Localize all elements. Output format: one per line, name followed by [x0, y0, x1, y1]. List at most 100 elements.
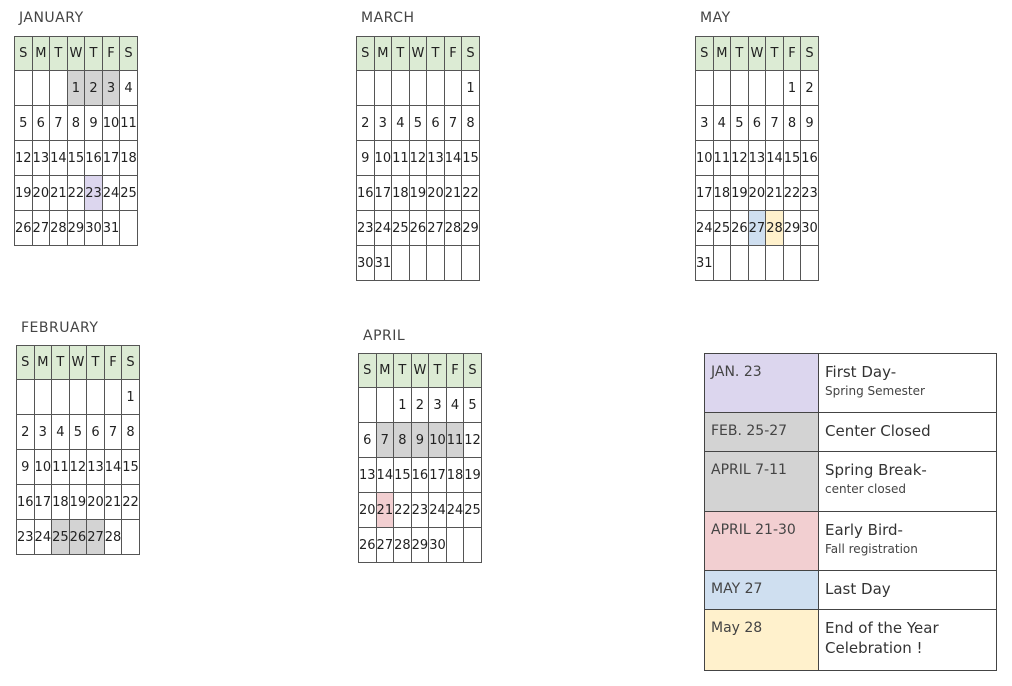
- week-row: 9 10 11 12 13 14 15: [16, 449, 140, 485]
- day-cell: 10: [373, 140, 393, 176]
- day-cell: 24: [445, 492, 465, 528]
- day-cell: 22: [393, 492, 412, 528]
- month-title: FEBRUARY: [21, 320, 99, 336]
- weekday-header: T: [391, 36, 410, 71]
- day-cell: 25: [391, 210, 410, 246]
- day-cell: 14: [375, 457, 395, 493]
- day-cell: 11: [119, 105, 138, 141]
- day-cell: 9: [16, 449, 35, 485]
- day-cell: 21: [765, 175, 784, 211]
- day-cell: 14: [49, 140, 68, 176]
- legend-label: Spring Break-: [825, 461, 927, 479]
- empty-day-cell: [426, 245, 445, 281]
- weekday-header: S: [358, 353, 377, 388]
- day-cell: 5: [68, 414, 88, 450]
- day-cell: 25: [463, 492, 482, 528]
- weekday-header: T: [51, 345, 70, 380]
- day-cell: 14: [443, 140, 463, 176]
- day-cell: 3: [428, 387, 447, 423]
- day-cell: 15: [393, 457, 412, 493]
- empty-day-cell: [31, 70, 51, 106]
- day-cell: 23: [356, 210, 375, 246]
- day-cell: 2: [410, 387, 430, 423]
- day-cell: 18: [119, 140, 138, 176]
- day-cell: 7: [103, 414, 123, 450]
- day-cell: 3: [33, 414, 53, 450]
- day-cell: 20: [86, 484, 105, 520]
- day-cell: 21: [103, 484, 123, 520]
- day-cell: 12: [68, 449, 88, 485]
- weekday-header: S: [356, 36, 375, 71]
- weekday-header: F: [782, 36, 802, 71]
- month-title: MARCH: [361, 10, 415, 26]
- empty-day-cell: [747, 70, 767, 106]
- day-cell: 25: [119, 175, 138, 211]
- legend-sublabel: center closed: [825, 482, 906, 496]
- day-cell: 26: [730, 210, 749, 246]
- empty-day-cell: [16, 379, 35, 415]
- day-cell: 24: [101, 175, 121, 211]
- weekday-header: F: [443, 36, 463, 71]
- weekday-header: S: [695, 36, 714, 71]
- day-cell: 26: [358, 527, 377, 563]
- month-title: MAY: [700, 10, 731, 26]
- legend-label: First Day-: [825, 363, 897, 381]
- day-cell: 4: [391, 105, 410, 141]
- empty-day-cell: [86, 379, 105, 415]
- empty-day-cell: [121, 519, 140, 555]
- empty-day-cell: [373, 70, 393, 106]
- empty-day-cell: [49, 70, 68, 106]
- week-row: 10 11 12 13 14 15 16: [695, 140, 819, 176]
- day-cell: 23: [410, 492, 430, 528]
- day-cell: 18: [445, 457, 465, 493]
- week-row: 19 20 21 22 23 24 25: [14, 175, 138, 211]
- empty-day-cell: [445, 527, 465, 563]
- weekday-header: S: [121, 345, 140, 380]
- day-cell: 12: [730, 140, 749, 176]
- week-row: 24 25 26 27 28 29 30: [695, 210, 819, 246]
- day-cell: 5: [463, 387, 482, 423]
- weekday-header: S: [16, 345, 35, 380]
- day-cell: 14: [103, 449, 123, 485]
- day-cell: 19: [14, 175, 33, 211]
- weekday-header: W: [410, 353, 430, 388]
- legend-sublabel: Fall registration: [825, 542, 918, 556]
- day-cell: 12: [463, 422, 482, 458]
- legend-row: JAN. 23 First Day- Spring Semester: [704, 353, 997, 413]
- day-cell: 6: [31, 105, 51, 141]
- day-cell: 13: [747, 140, 767, 176]
- day-cell: 4: [712, 105, 732, 141]
- day-cell: 10: [101, 105, 121, 141]
- day-cell: 21: [49, 175, 68, 211]
- day-cell: 16: [800, 140, 819, 176]
- day-cell: 31: [101, 210, 121, 246]
- weekday-header: T: [49, 36, 68, 71]
- week-row: 5 6 7 8 9 10 11: [14, 105, 138, 141]
- day-cell: 19: [68, 484, 88, 520]
- day-cell: 17: [101, 140, 121, 176]
- day-cell: 27: [375, 527, 395, 563]
- day-cell: 8: [782, 105, 802, 141]
- day-cell: 17: [373, 175, 393, 211]
- empty-day-cell: [443, 70, 463, 106]
- day-cell: 16: [410, 457, 430, 493]
- day-cell: 20: [747, 175, 767, 211]
- day-cell: 12: [408, 140, 428, 176]
- legend-key: APRIL 7-11: [704, 451, 819, 512]
- calendar-grid: S M T W T F S 1 2 3 4 5 6 7 8 9 10 11 12 13 14 15 16 17 18 19 20 21…: [695, 36, 819, 281]
- week-row: 17 18 19 20 21 22 23: [695, 175, 819, 211]
- empty-day-cell: [408, 245, 428, 281]
- legend-sublabel: Spring Semester: [825, 384, 925, 398]
- weekday-header: W: [747, 36, 767, 71]
- week-row: 23 24 25 26 27 28 29: [356, 210, 480, 246]
- legend-key: MAY 27: [704, 570, 819, 610]
- weekday-header: T: [426, 36, 445, 71]
- day-cell: 16: [356, 175, 375, 211]
- day-cell: 13: [31, 140, 51, 176]
- day-cell: 1: [66, 70, 86, 106]
